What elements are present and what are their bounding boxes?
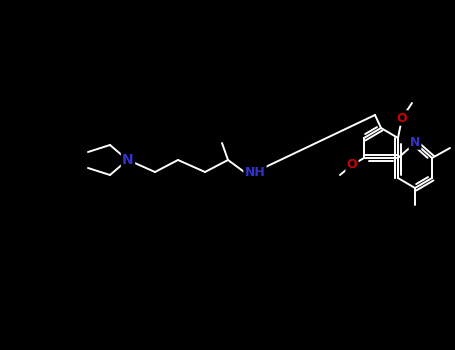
Text: NH: NH [245,166,265,178]
Text: N: N [410,135,420,148]
Text: N: N [122,153,134,167]
Text: O: O [347,159,357,172]
Text: O: O [397,112,407,125]
